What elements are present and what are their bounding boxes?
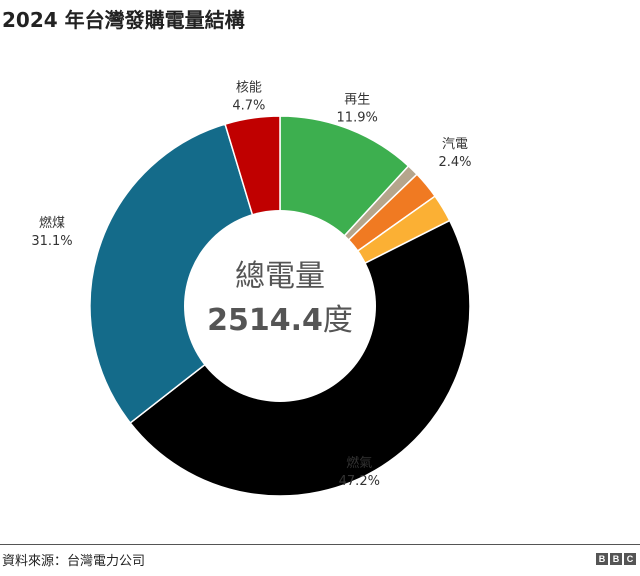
bbc-logo: B B C — [596, 553, 636, 565]
center-value-unit: 度 — [323, 303, 353, 338]
slice-name-label: 燃煤 — [39, 215, 65, 231]
slice-value-label: 4.7% — [232, 99, 265, 114]
center-value-number: 2514.4 — [207, 303, 323, 338]
slice-name-label: 燃氣 — [346, 455, 372, 471]
donut-slice-燃煤 — [89, 123, 281, 424]
center-value: 2514.4度 — [207, 303, 353, 338]
slice-value-label: 2.4% — [438, 155, 471, 170]
footer-divider — [0, 544, 640, 545]
slice-name-label: 汽電 — [442, 137, 468, 152]
bbc-logo-letter: B — [610, 553, 622, 565]
bbc-logo-letter: C — [624, 553, 636, 565]
slice-value-label: 11.9% — [337, 111, 378, 126]
donut-hole — [184, 210, 376, 402]
slice-name-label: 再生 — [344, 93, 370, 108]
center-label: 總電量 — [235, 259, 325, 294]
bbc-logo-letter: B — [596, 553, 608, 565]
slice-name-label: 核能 — [236, 81, 262, 96]
chart-title: 2024 年台灣發購電量結構 — [2, 8, 245, 32]
slice-value-label: 31.1% — [31, 234, 72, 249]
slice-labels: 再生 11.9% 汽電 2.4% 燃氣 47.2% 燃煤 31.1% 核能 4.7% — [31, 81, 471, 490]
source-note: 資料來源：台灣電力公司 — [2, 554, 146, 569]
slice-value-label: 47.2% — [339, 474, 380, 489]
